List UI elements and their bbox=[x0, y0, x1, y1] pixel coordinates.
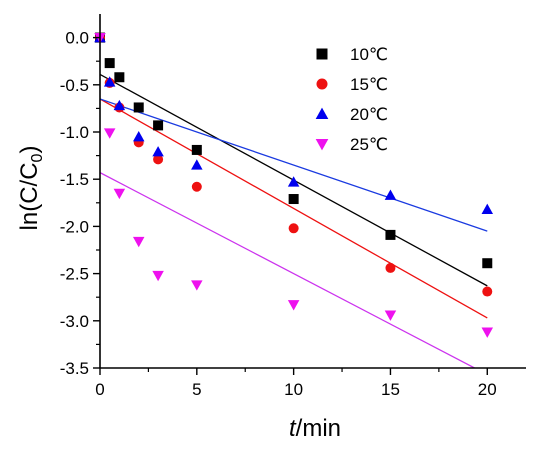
y-tick-label-3: -1.5 bbox=[60, 170, 89, 189]
x-tick-label-0: 0 bbox=[95, 380, 104, 399]
data-point-s4-p3 bbox=[113, 188, 126, 200]
data-point-s1-p6 bbox=[191, 144, 202, 155]
data-point-s2-p6 bbox=[191, 181, 202, 192]
fit-line-3 bbox=[100, 98, 488, 232]
y-tick-label-6: -3.0 bbox=[60, 312, 89, 331]
fit-line-4 bbox=[100, 172, 477, 368]
data-point-s3-p9 bbox=[481, 203, 494, 215]
y-tick-label-7: -3.5 bbox=[60, 359, 89, 378]
x-tick-label-4: 20 bbox=[478, 380, 497, 399]
x-axis-title-rest: /min bbox=[296, 415, 341, 442]
x-axis-title: t/min bbox=[289, 415, 341, 442]
y-axis-title: ln(C/C0) bbox=[16, 146, 46, 231]
legend-marker-3 bbox=[315, 107, 329, 120]
y-axis-title-subscript: 0 bbox=[29, 153, 46, 162]
data-point-s4-p8 bbox=[384, 310, 397, 321]
y-axis-title-suffix: ) bbox=[16, 146, 43, 154]
y-tick-label-1: -0.5 bbox=[60, 76, 89, 95]
data-point-s2-p7 bbox=[288, 223, 299, 234]
data-point-s1-p8 bbox=[385, 229, 396, 240]
legend-marker-1 bbox=[316, 48, 328, 60]
data-point-s1-p4 bbox=[133, 102, 144, 113]
data-point-s3-p5 bbox=[152, 146, 164, 157]
data-point-s4-p5 bbox=[152, 270, 164, 282]
legend-marker-2 bbox=[316, 78, 328, 90]
y-tick-label-5: -2.5 bbox=[60, 265, 89, 284]
data-point-s4-p4 bbox=[132, 236, 145, 248]
data-point-s3-p4 bbox=[132, 130, 145, 142]
axes bbox=[99, 14, 526, 369]
legend-label-1: 10℃ bbox=[350, 45, 388, 64]
fit-line-2 bbox=[100, 98, 488, 319]
data-point-s3-p2 bbox=[103, 76, 116, 87]
data-point-s1-p9 bbox=[482, 258, 493, 269]
ticks: 0 5 10 15 20 0.0 -0.5 -1.0 -1.5 -2.0 -2.5 -3.0 -3.5 bbox=[60, 29, 497, 399]
data-point-s1-p5 bbox=[153, 120, 164, 131]
data-point-s4-p6 bbox=[191, 280, 203, 291]
legend-label-4: 25℃ bbox=[350, 135, 388, 154]
x-tick-label-2: 10 bbox=[284, 380, 303, 399]
data-point-s3-p6 bbox=[191, 159, 203, 170]
x-tick-label-1: 5 bbox=[192, 380, 201, 399]
x-axis-title-italic: t bbox=[289, 415, 297, 442]
data-point-s2-p5 bbox=[153, 154, 164, 165]
y-axis-title-prefix: ln(C/C bbox=[16, 162, 43, 230]
y-tick-label-0: 0.0 bbox=[65, 29, 89, 48]
y-tick-label-4: -2.0 bbox=[60, 217, 89, 236]
x-tick-label-3: 15 bbox=[381, 380, 400, 399]
data-point-s2-p9 bbox=[482, 286, 493, 297]
legend-label-2: 15℃ bbox=[350, 75, 388, 94]
data-point-s2-p8 bbox=[385, 262, 396, 273]
data-point-s3-p3 bbox=[113, 99, 126, 111]
legend-marker-4 bbox=[315, 138, 329, 151]
data-point-s4-p2 bbox=[103, 128, 116, 139]
data-point-s4-p7 bbox=[287, 300, 300, 311]
data-point-s1-p2 bbox=[104, 58, 115, 69]
data-point-s1-p3 bbox=[114, 72, 125, 83]
data-point-s3-p8 bbox=[384, 189, 397, 200]
legend: 10℃ 15℃ 20℃ 25℃ bbox=[315, 45, 388, 154]
data-point-s1-p7 bbox=[288, 194, 299, 205]
y-tick-label-2: -1.0 bbox=[60, 123, 89, 142]
data-points bbox=[94, 31, 494, 338]
legend-label-3: 20℃ bbox=[350, 105, 388, 124]
data-point-s3-p7 bbox=[287, 176, 300, 187]
data-point-s4-p9 bbox=[481, 327, 494, 338]
